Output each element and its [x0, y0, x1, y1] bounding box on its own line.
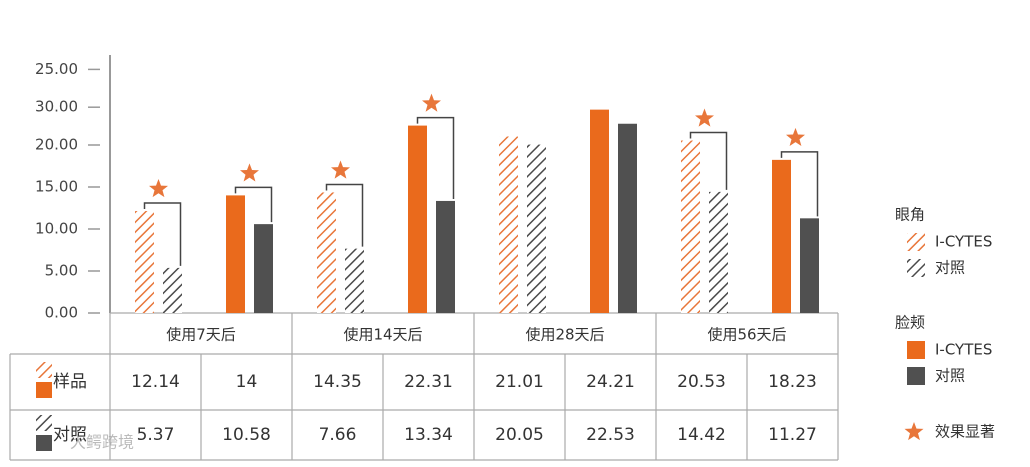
bar: [618, 123, 637, 313]
table-value: 22.31: [404, 372, 453, 392]
bar: [527, 144, 546, 313]
watermark: 大鳄跨境: [70, 433, 134, 452]
bar: [163, 267, 182, 313]
significance-bracket: [143, 202, 182, 266]
bar: [681, 140, 700, 313]
significance-star: [331, 160, 350, 179]
table-value: 20.05: [495, 425, 544, 445]
legend-label: 效果显著: [935, 423, 995, 441]
significance-bracket: [416, 116, 455, 199]
x-category-label: 使用7天后: [166, 326, 236, 344]
row-swatch: [36, 382, 52, 398]
table-value: 7.66: [319, 425, 357, 445]
significance-star: [786, 127, 805, 146]
legend-label: 对照: [935, 367, 965, 385]
y-tick-label: 5.00: [45, 262, 78, 280]
bar: [408, 125, 427, 313]
significance-bracket: [780, 151, 819, 217]
bar: [317, 192, 336, 313]
table-value: 12.14: [131, 372, 180, 392]
bar: [772, 159, 791, 313]
table-value: 14.42: [677, 425, 726, 445]
row-swatch: [36, 435, 52, 451]
x-category-label: 使用56天后: [707, 326, 786, 344]
significance-bracket: [234, 186, 273, 223]
significance-bracket: [689, 131, 728, 190]
x-category-label: 使用14天后: [343, 326, 422, 344]
y-tick-label: 0.00: [45, 304, 78, 322]
bar: [436, 200, 455, 313]
bar: [709, 191, 728, 313]
legend-title: 脸颊: [895, 314, 925, 332]
significance-star: [240, 163, 259, 182]
legend-swatch: [907, 259, 925, 277]
legend-title: 眼角: [895, 206, 925, 224]
table-value: 13.34: [404, 425, 453, 445]
bar: [254, 224, 273, 313]
legend-swatch: [907, 233, 925, 251]
significance-bracket: [325, 183, 364, 247]
x-category-label: 使用28天后: [525, 326, 604, 344]
y-tick-label: 10.00: [35, 220, 78, 238]
table-value: 18.23: [768, 372, 817, 392]
bar: [499, 136, 518, 313]
table-value: 14: [236, 372, 258, 392]
table-value: 22.53: [586, 425, 635, 445]
table-value: 24.21: [586, 372, 635, 392]
row-swatch: [36, 362, 52, 378]
bar: [226, 195, 245, 313]
table-value: 11.27: [768, 425, 817, 445]
table-value: 14.35: [313, 372, 362, 392]
significance-star: [695, 108, 714, 127]
row-swatch: [36, 415, 52, 431]
legend-label: 对照: [935, 259, 965, 277]
y-tick-label: 20.00: [35, 136, 78, 154]
y-tick-label: 25.00: [35, 60, 78, 78]
bar: [590, 109, 609, 313]
bar: [135, 211, 154, 313]
significance-star: [149, 179, 168, 198]
bar: [800, 218, 819, 313]
legend-swatch: [907, 341, 925, 359]
y-tick-label: 30.00: [35, 98, 78, 116]
row-label: 对照: [53, 425, 87, 445]
table-value: 20.53: [677, 372, 726, 392]
legend-label: I-CYTES: [935, 341, 992, 359]
table-value: 21.01: [495, 372, 544, 392]
table-value: 5.37: [137, 425, 175, 445]
y-tick-label: 15.00: [35, 178, 78, 196]
table-value: 10.58: [222, 425, 271, 445]
significance-star: [422, 93, 441, 112]
legend-swatch: [907, 367, 925, 385]
legend-label: I-CYTES: [935, 233, 992, 251]
bar: [345, 248, 364, 313]
legend-star: [904, 422, 924, 441]
row-label: 样品: [53, 372, 87, 392]
